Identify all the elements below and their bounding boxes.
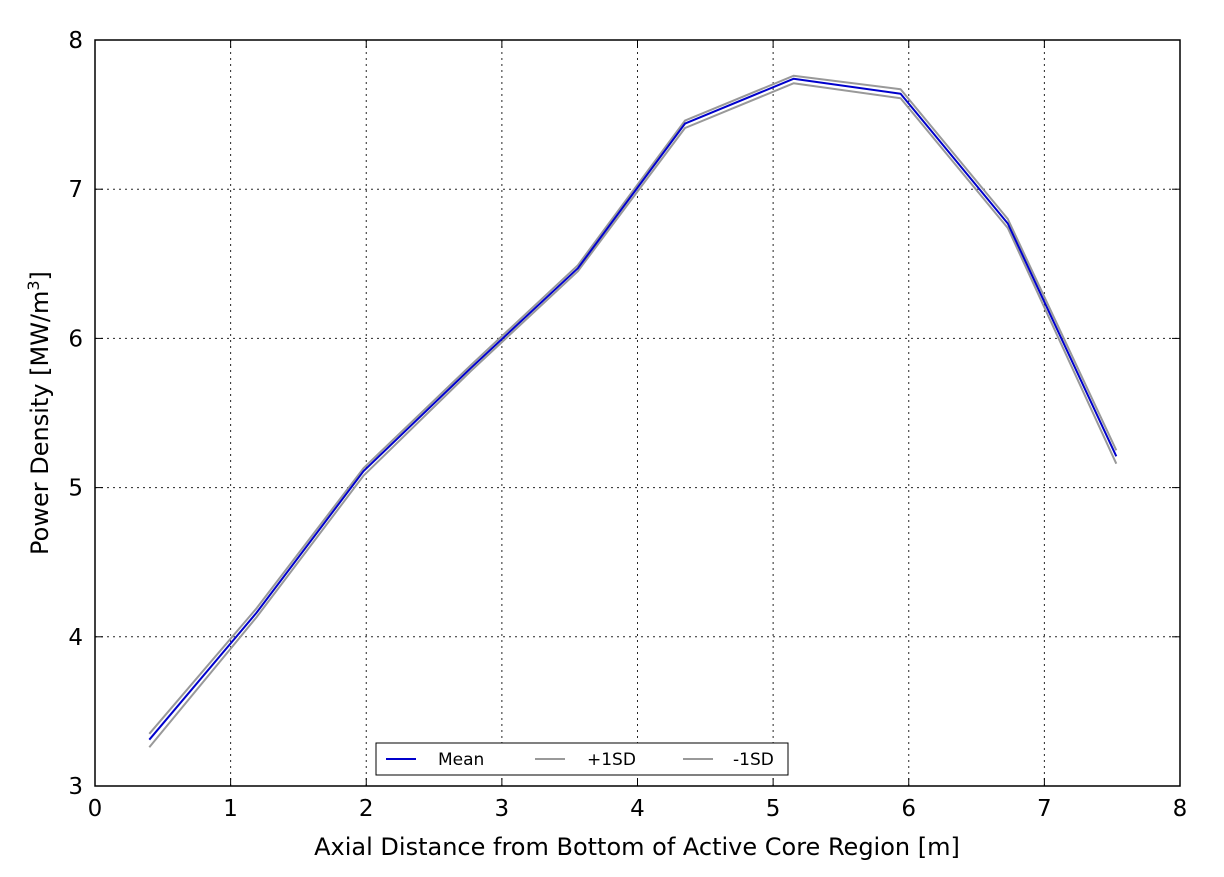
- legend-label-plus1sd: +1SD: [587, 750, 636, 770]
- series-line-mean: [148, 77, 1118, 741]
- legend: Mean +1SD -1SD: [375, 742, 789, 776]
- legend-box: [375, 742, 789, 776]
- y-tick-label: 3: [68, 774, 83, 800]
- x-tick-label: 2: [359, 796, 374, 822]
- y-tick-label: 7: [68, 177, 83, 203]
- legend-label-minus1sd: -1SD: [733, 750, 774, 770]
- gridlines: [95, 40, 1180, 786]
- y-tick-label: 4: [68, 625, 83, 651]
- x-tick-label: 8: [1173, 796, 1188, 822]
- y-tick-label: 5: [68, 476, 83, 502]
- x-tick-label: 6: [901, 796, 916, 822]
- series-line-plus1sd: [148, 74, 1118, 735]
- series-lines: [148, 74, 1118, 748]
- y-tick-label: 8: [68, 28, 83, 54]
- x-tick-label: 0: [88, 796, 103, 822]
- y-tick-labels: 3 4 5 6 7 8: [68, 28, 83, 800]
- axis-ticks: [94, 39, 1181, 787]
- x-axis-label: Axial Distance from Bottom of Active Cor…: [314, 833, 960, 861]
- y-axis-label-end: ]: [26, 271, 54, 280]
- x-tick-label: 7: [1037, 796, 1052, 822]
- x-tick-label: 4: [630, 796, 645, 822]
- x-tick-labels: 0 1 2 3 4 5 6 7 8: [88, 796, 1188, 822]
- series-line-minus1sd: [148, 82, 1118, 748]
- y-axis-label: Power Density [MW/m3]: [24, 271, 55, 555]
- y-axis-label-main: Power Density [MW/m: [26, 291, 54, 555]
- y-tick-label: 6: [68, 326, 83, 352]
- y-axis-label-group: Power Density [MW/m3]: [24, 271, 55, 555]
- x-tick-label: 5: [766, 796, 781, 822]
- y-axis-label-superscript: 3: [24, 280, 43, 290]
- x-tick-label: 1: [223, 796, 238, 822]
- legend-label-mean: Mean: [438, 750, 484, 770]
- x-tick-label: 3: [495, 796, 510, 822]
